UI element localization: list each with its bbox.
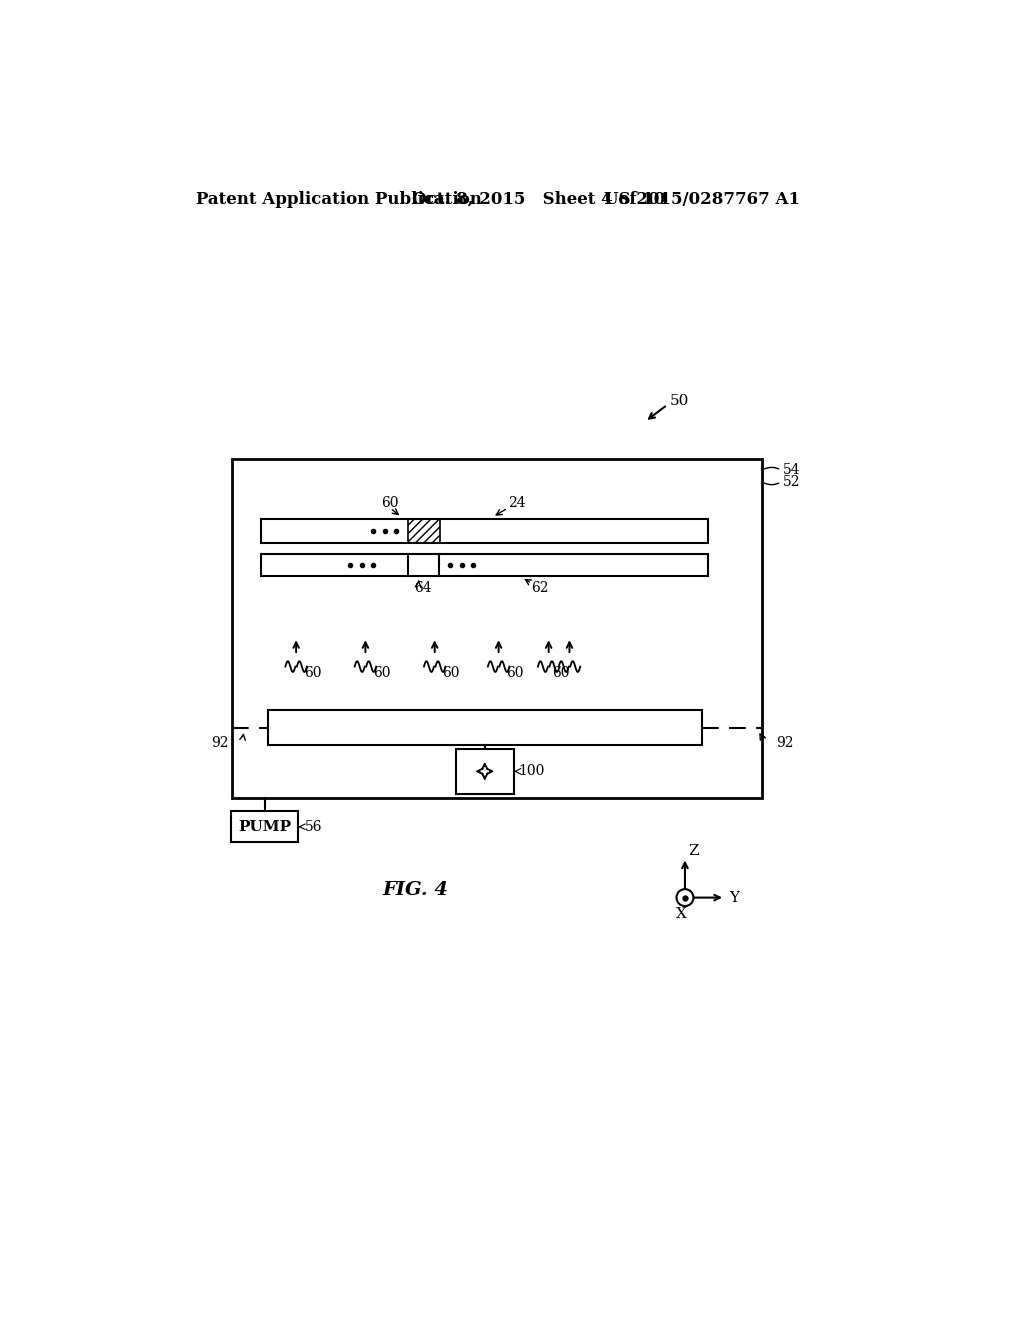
Text: 100: 100 [518,764,544,779]
Text: 60: 60 [506,665,524,680]
Bar [267,710,701,744]
Bar [261,519,708,544]
Bar [232,459,762,797]
Text: 54: 54 [782,463,801,478]
Text: 92: 92 [776,737,794,750]
Circle shape [677,890,693,906]
Text: 60: 60 [381,496,398,511]
Text: 92: 92 [212,737,229,750]
Text: 52: 52 [782,475,800,488]
Text: US 2015/0287767 A1: US 2015/0287767 A1 [604,190,800,207]
Text: X: X [676,907,686,921]
Text: 60: 60 [304,665,322,680]
Text: 56: 56 [304,820,323,834]
Text: 64: 64 [414,581,431,595]
Bar [408,519,440,544]
Text: 50: 50 [670,393,689,408]
Bar [456,748,514,793]
Text: 62: 62 [531,581,549,595]
Text: Oct. 8, 2015   Sheet 4 of 10: Oct. 8, 2015 Sheet 4 of 10 [412,190,665,207]
Text: Z: Z [688,845,698,858]
Bar [230,812,298,842]
Text: PUMP: PUMP [238,820,291,834]
Text: Y: Y [730,891,739,904]
Text: 60: 60 [553,665,570,680]
Text: FIG. 4: FIG. 4 [382,880,449,899]
Bar [261,554,708,576]
Text: 60: 60 [442,665,460,680]
Text: 24: 24 [508,496,525,511]
Text: Patent Application Publication: Patent Application Publication [196,190,482,207]
Text: 60: 60 [373,665,390,680]
